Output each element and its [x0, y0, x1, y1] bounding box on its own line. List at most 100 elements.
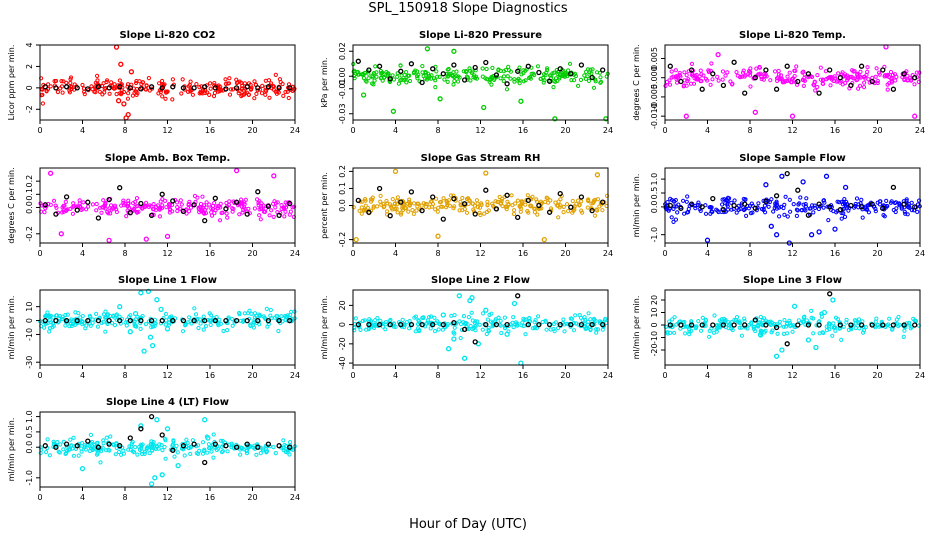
data-point	[416, 72, 421, 77]
data-point	[215, 204, 220, 209]
data-point	[517, 204, 522, 209]
data-point	[239, 197, 244, 202]
hourly-point	[287, 85, 293, 91]
hourly-point	[720, 207, 727, 213]
outlier-point	[779, 173, 785, 179]
hourly-point	[461, 201, 468, 207]
outlier-point	[757, 332, 764, 338]
hourly-point	[461, 326, 468, 333]
hourly-point	[678, 205, 684, 211]
data-point	[242, 81, 247, 86]
data-point	[595, 327, 601, 332]
data-point	[526, 210, 531, 215]
data-point	[90, 440, 95, 445]
hourly-point	[699, 86, 705, 92]
hourly-point	[461, 77, 468, 83]
data-point	[221, 328, 226, 334]
data-point	[180, 329, 186, 334]
data-point	[889, 76, 894, 81]
data-point	[839, 337, 844, 342]
hourly-point	[53, 211, 59, 217]
data-point	[811, 331, 816, 336]
data-point	[474, 76, 479, 81]
data-point	[742, 74, 747, 79]
data-point	[800, 319, 805, 324]
data-point	[67, 85, 72, 90]
data-point	[783, 194, 788, 199]
data-point	[88, 446, 94, 451]
data-point	[180, 77, 185, 82]
panel-title: Slope Li-820 Pressure	[419, 30, 542, 41]
y-tick-label: 0.00	[338, 67, 347, 85]
data-point	[913, 318, 918, 323]
data-point	[48, 84, 53, 89]
data-point	[179, 91, 184, 96]
data-point	[452, 313, 457, 318]
hourly-point	[117, 317, 123, 324]
panel-title: Slope Line 1 Flow	[118, 275, 217, 286]
data-point	[101, 441, 106, 446]
data-point	[875, 78, 880, 84]
outlier-point	[779, 347, 785, 353]
data-point	[904, 197, 909, 202]
data-point	[356, 72, 362, 77]
data-point	[548, 198, 553, 203]
data-point	[890, 72, 896, 78]
hourly-point	[912, 322, 918, 328]
data-point	[114, 209, 120, 215]
data-point	[398, 63, 403, 68]
data-point	[665, 331, 670, 336]
data-point	[360, 318, 365, 323]
data-point	[601, 323, 606, 328]
data-point	[915, 209, 920, 214]
data-point	[196, 451, 201, 456]
data-point	[398, 78, 403, 83]
data-point	[536, 314, 541, 319]
data-point	[889, 79, 894, 84]
outlier-point	[353, 236, 359, 243]
data-point	[802, 207, 807, 212]
data-point	[762, 71, 767, 76]
hourly-point	[223, 317, 229, 324]
data-point	[457, 208, 462, 213]
data-point	[152, 320, 157, 326]
data-point	[490, 203, 496, 208]
x-tick-label: 4	[393, 249, 398, 258]
data-point	[912, 82, 917, 87]
data-point	[917, 198, 922, 203]
data-point	[580, 210, 585, 215]
x-tick-label: 24	[603, 126, 613, 135]
outlier-point	[823, 173, 830, 179]
data-point	[109, 80, 114, 85]
hourly-point	[430, 321, 436, 328]
data-point	[897, 202, 902, 207]
data-point	[909, 200, 914, 205]
x-tick-label: 8	[435, 249, 440, 258]
data-point	[887, 316, 892, 321]
data-point	[511, 211, 517, 217]
data-point	[843, 80, 848, 86]
hourly-point	[763, 198, 769, 204]
data-point	[204, 200, 209, 205]
data-point	[598, 75, 603, 80]
outlier-point	[164, 233, 171, 240]
data-point	[175, 205, 180, 210]
data-point	[588, 317, 593, 322]
data-point	[281, 206, 286, 211]
data-point	[207, 202, 212, 207]
data-point	[490, 65, 495, 71]
data-point	[131, 450, 137, 455]
data-point	[829, 75, 834, 80]
data-point	[684, 83, 689, 88]
data-point	[258, 451, 263, 456]
data-point	[591, 199, 596, 204]
data-point	[758, 314, 763, 320]
data-point	[283, 209, 288, 214]
data-point	[865, 69, 870, 75]
data-point	[454, 69, 459, 74]
data-point	[439, 204, 444, 209]
y-tick-label: -2	[25, 105, 34, 113]
data-point	[872, 323, 877, 328]
hourly-point	[600, 67, 606, 73]
hourly-point	[742, 322, 748, 328]
